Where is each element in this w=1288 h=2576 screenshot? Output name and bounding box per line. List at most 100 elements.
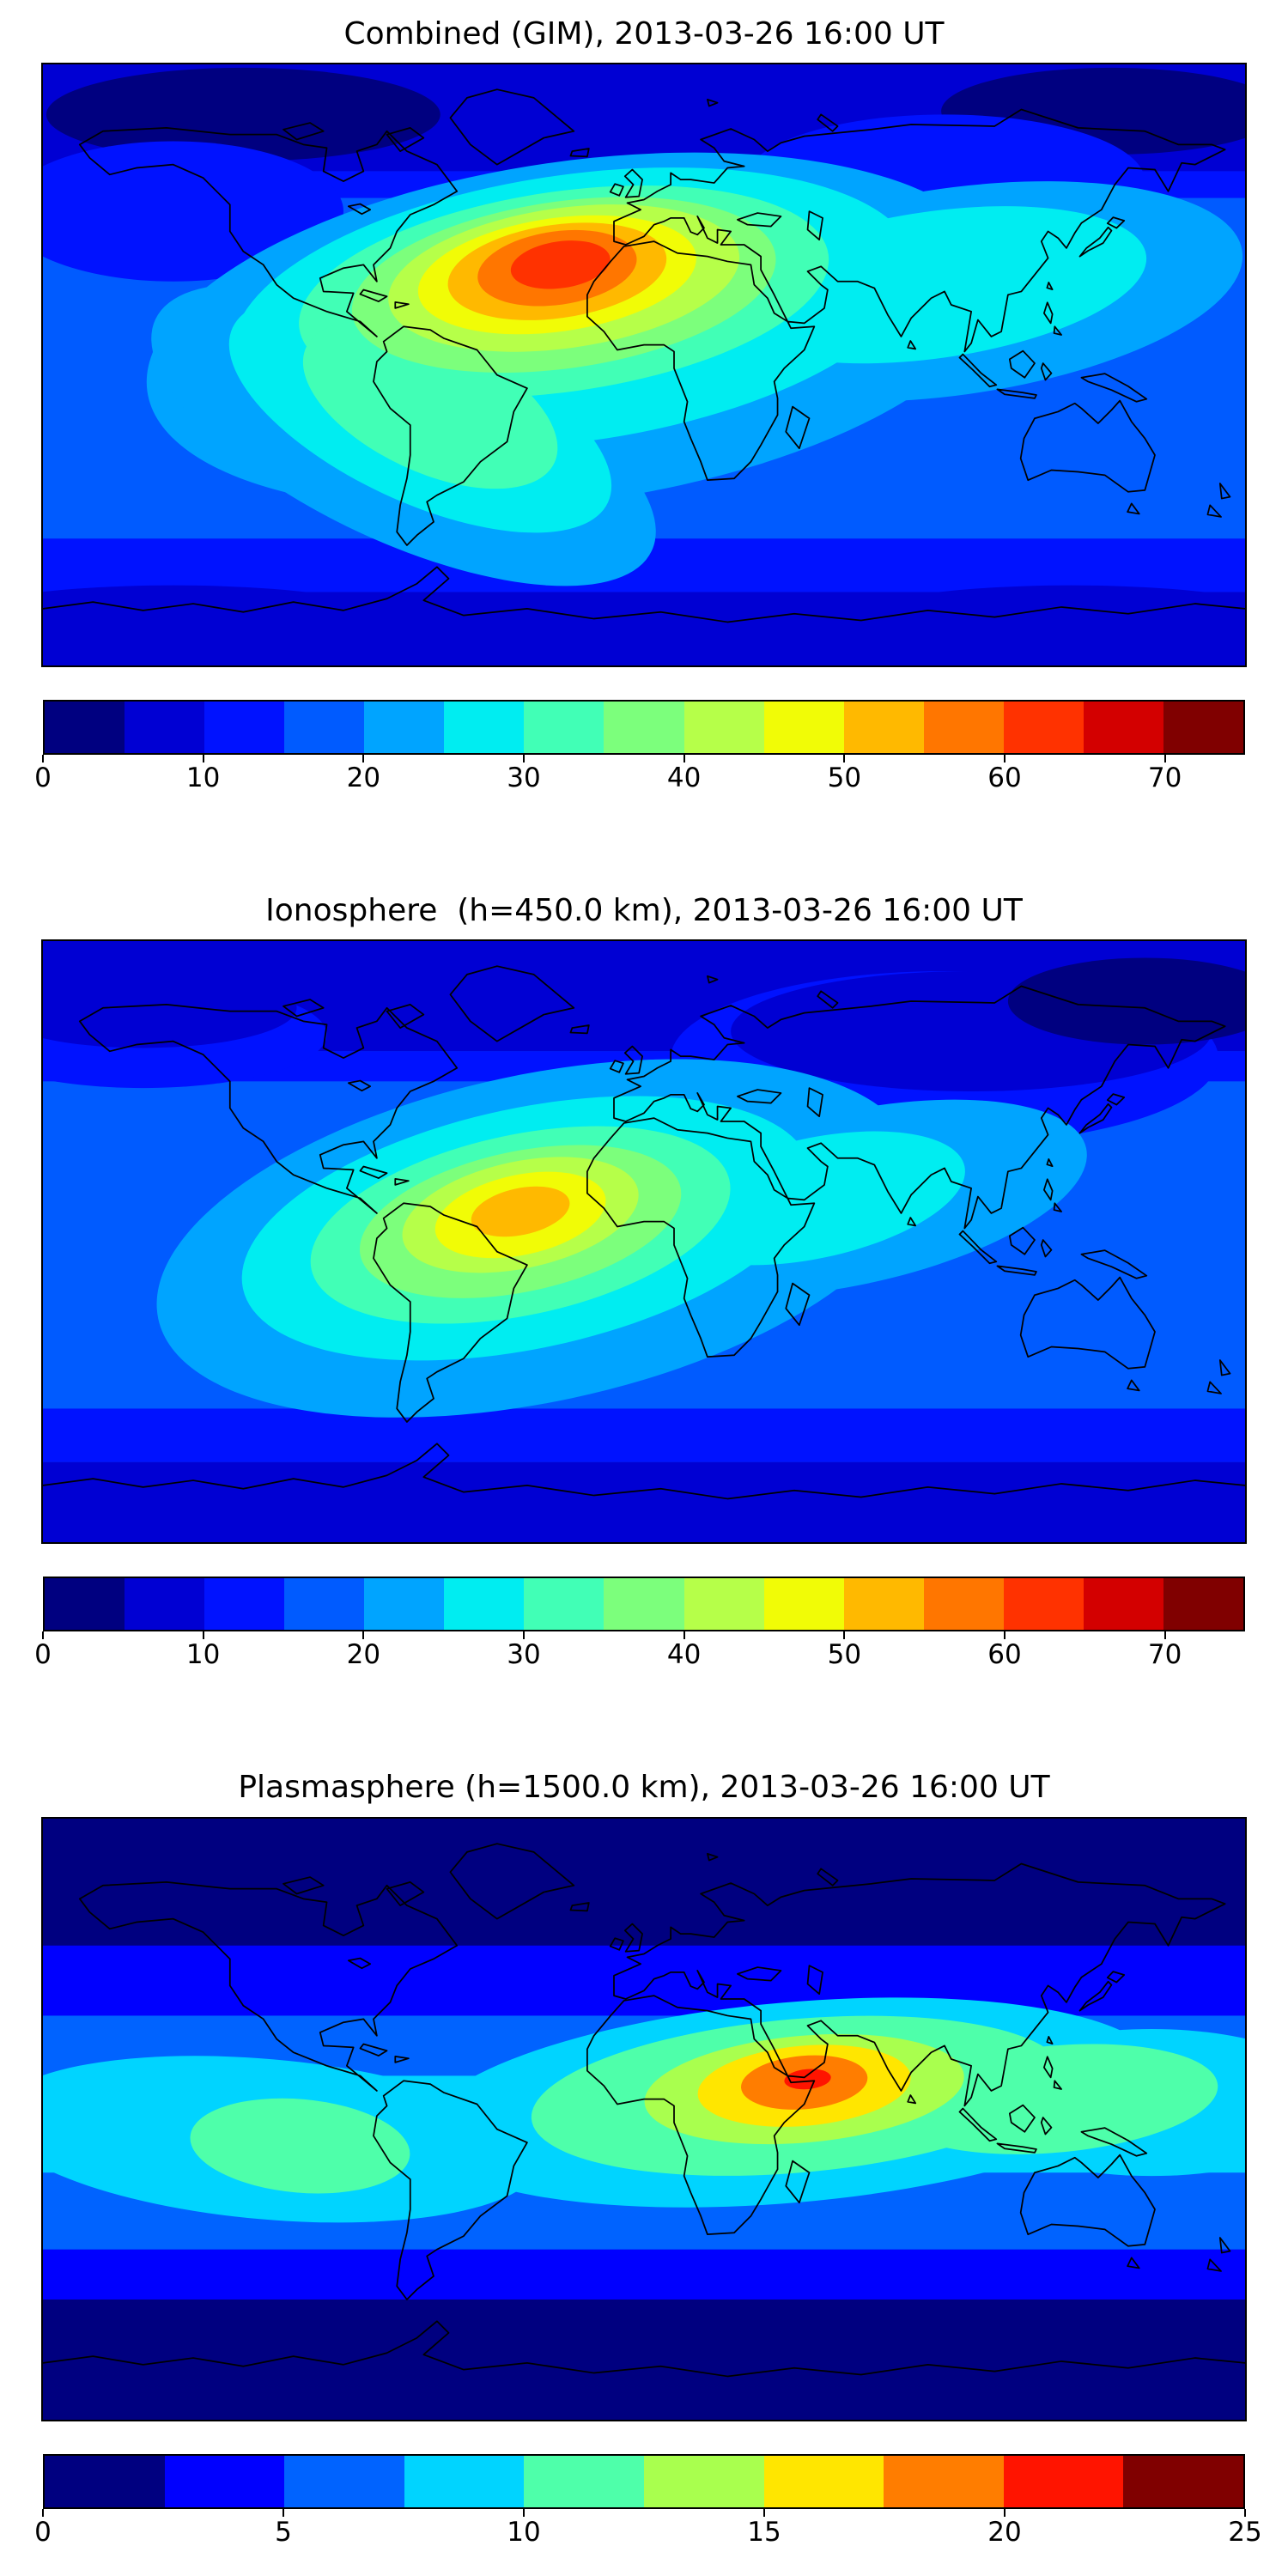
colorbar-segment (884, 2455, 1004, 2507)
colorbar-tick-label: 10 (507, 2516, 541, 2548)
colorbar-tick-mark (523, 755, 525, 763)
contour-level-blob (510, 240, 611, 289)
colorbar-tick-mark (202, 755, 204, 763)
colorbar-segment (923, 702, 1004, 754)
panel-plasmasphere-title: Plasmasphere (h=1500.0 km), 2013-03-26 1… (238, 1770, 1050, 1806)
colorbar-segment (404, 2455, 525, 2507)
colorbar-tick-label: 30 (507, 762, 541, 794)
colorbar-tick-label: 60 (987, 1639, 1022, 1671)
colorbar-segment (204, 702, 285, 754)
colorbar-tick-label: 40 (666, 1639, 702, 1671)
panel-combined-colorbar: 0 10 20 30 40 50 60 70 (34, 700, 1245, 796)
world-map-svg-plasmasphere (43, 1818, 1245, 2420)
colorbar-tick-mark (1004, 1631, 1005, 1640)
colorbar-segment (204, 1578, 285, 1631)
colorbar-segment (524, 702, 605, 754)
contour-level-blob (43, 968, 297, 1048)
colorbar-segment (524, 2455, 644, 2507)
panel-plasmasphere-colorbar: 0 5 10 15 20 25 (34, 2453, 1262, 2550)
contour-level-blob (722, 206, 1147, 364)
colorbar-tick-label: 10 (185, 762, 221, 794)
colorbar-segment (923, 1578, 1004, 1631)
colorbar-segment (284, 2455, 404, 2507)
contour-level-blob (190, 2098, 410, 2194)
colorbar-segment (1123, 2455, 1243, 2507)
contour-level-blob (1007, 957, 1245, 1045)
panel-ionosphere: Ionosphere (h=450.0 km), 2013-03-26 16:0… (0, 892, 1288, 1673)
colorbar-tick-mark (843, 1631, 846, 1640)
colorbar-tick-label: 15 (747, 2516, 781, 2548)
colorbar-tick-mark (1004, 755, 1005, 763)
colorbar-tick-label: 0 (34, 762, 52, 794)
colorbar-tick-label: 0 (34, 1639, 52, 1671)
panel-ionosphere-colorbar: 0 10 20 30 40 50 60 70 (34, 1577, 1245, 1673)
colorbar-tick-label: 40 (666, 762, 702, 794)
colorbar-tick-label: 70 (1147, 762, 1182, 794)
colorbar-tick-label: 20 (346, 762, 381, 794)
world-map-svg-ionosphere (43, 941, 1245, 1543)
coastlines-path (43, 1842, 1245, 2377)
panel-combined: Combined (GIM), 2013-03-26 16:00 UT 0 10 2… (0, 15, 1288, 796)
colorbar-tick-label: 50 (827, 762, 862, 794)
panel-combined-title: Combined (GIM), 2013-03-26 16:00 UT (343, 16, 945, 52)
latitude-band (43, 2299, 1245, 2420)
colorbar-combined-axis: 0 10 20 30 40 50 60 70 (34, 755, 1245, 796)
colorbar-segment (45, 2455, 165, 2507)
contour-level-blob (814, 585, 1245, 666)
colorbar-segment (843, 702, 924, 754)
colorbar-segment (125, 1578, 205, 1631)
colorbar-tick-label: 70 (1147, 1639, 1182, 1671)
contour-level-blob (891, 2044, 1218, 2154)
colorbar-segment (444, 702, 525, 754)
colorbar-segment (284, 702, 365, 754)
colorbar-tick-mark (1163, 755, 1166, 763)
colorbar-segment (1003, 2455, 1124, 2507)
colorbar-tick-mark (683, 1631, 685, 1640)
colorbar-segment (683, 1578, 764, 1631)
colorbar-tick-mark (1244, 2508, 1246, 2517)
colorbar-tick-mark (202, 1631, 204, 1640)
colorbar-segment (164, 2455, 285, 2507)
panel-combined-map (41, 63, 1247, 668)
contour-level-blob (43, 1465, 431, 1543)
colorbar-segment (1083, 1578, 1163, 1631)
colorbar-segment (1163, 1578, 1243, 1631)
panel-plasmasphere-map (41, 1816, 1247, 2421)
colorbar-segment (1003, 702, 1084, 754)
colorbar-ionosphere-axis: 0 10 20 30 40 50 60 70 (34, 1631, 1245, 1673)
colorbar-tick-mark (362, 755, 365, 763)
contour-level-blob (784, 2069, 831, 2089)
colorbar-segment (45, 1578, 125, 1631)
panel-plasmasphere: Plasmasphere (h=1500.0 km), 2013-03-26 1… (0, 1769, 1288, 2549)
colorbar-tick-mark (523, 1631, 525, 1640)
colorbar-tick-mark (843, 755, 846, 763)
colorbar-tick-mark (683, 755, 685, 763)
colorbar-tick-label: 0 (34, 2516, 52, 2548)
colorbar-segment (1003, 1578, 1084, 1631)
colorbar-segment (763, 702, 844, 754)
contour-level-blob (43, 141, 343, 282)
colorbar-tick-mark (1004, 2508, 1005, 2517)
colorbar-tick-mark (362, 1631, 365, 1640)
colorbar-tick-label: 60 (987, 762, 1022, 794)
colorbar-segment (643, 2455, 764, 2507)
latitude-band (43, 1408, 1245, 1463)
colorbar-segment (763, 2455, 884, 2507)
colorbar-tick-mark (523, 2508, 525, 2517)
colorbar-tick-mark (1163, 1631, 1166, 1640)
colorbar-tick-label: 20 (346, 1639, 381, 1671)
contour-level-blob (471, 1187, 570, 1237)
colorbar-tick-mark (42, 755, 44, 763)
colorbar-segment (524, 1578, 605, 1631)
colorbar-segment (125, 702, 205, 754)
colorbar-tick-label: 50 (827, 1639, 862, 1671)
panel-ionosphere-map (41, 939, 1247, 1545)
colorbar-segment (604, 702, 684, 754)
colorbar-segment (604, 1578, 684, 1631)
coastlines-path (43, 965, 1245, 1500)
colorbar-tick-label: 5 (275, 2516, 292, 2548)
colorbar-segment (843, 1578, 924, 1631)
colorbar-segment (763, 1578, 844, 1631)
colorbar-plasmasphere (43, 2453, 1245, 2509)
